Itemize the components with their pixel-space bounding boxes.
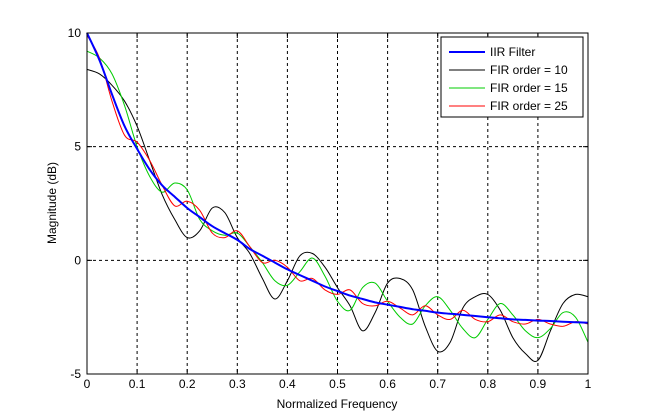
x-tick-labels: 0 0.1 0.2 0.3 0.4 0.5 0.6 0.7 0.8 0.9 1 <box>84 377 592 391</box>
legend-box <box>440 36 584 118</box>
y-tick-label: -5 <box>70 367 81 381</box>
series-line-fir-order-25 <box>86 35 589 327</box>
legend-label: FIR order = 25 <box>490 99 568 113</box>
x-tick-label: 1 <box>585 377 592 391</box>
legend-label: FIR order = 15 <box>490 81 568 95</box>
y-tick-labels: -5 0 5 10 <box>68 26 82 381</box>
x-tick-label: 0.7 <box>429 377 446 391</box>
x-tick-label: 0 <box>84 377 91 391</box>
y-tick-label: 10 <box>68 26 82 40</box>
x-tick-label: 0.6 <box>379 377 396 391</box>
y-tick-label: 5 <box>74 140 81 154</box>
legend: IIR Filter FIR order = 10 FIR order = 15 FI… <box>440 36 584 118</box>
series-layer <box>86 32 589 362</box>
x-tick-label: 0.3 <box>229 377 246 391</box>
series-line-fir-order-15 <box>86 50 589 343</box>
x-tick-label: 0.2 <box>179 377 196 391</box>
x-tick-label: 0.9 <box>530 377 547 391</box>
axis-ticks <box>86 32 589 375</box>
x-axis-label: Normalized Frequency <box>277 397 398 411</box>
series-line-iir-filter <box>86 32 589 324</box>
y-tick-label: 0 <box>74 253 81 267</box>
y-axis-label: Magnitude (dB) <box>45 162 59 244</box>
x-tick-label: 0.8 <box>479 377 496 391</box>
legend-label: FIR order = 10 <box>490 63 568 77</box>
x-tick-label: 0.4 <box>279 377 296 391</box>
x-tick-label: 0.5 <box>329 377 346 391</box>
x-tick-label: 0.1 <box>129 377 146 391</box>
legend-label: IIR Filter <box>490 45 535 59</box>
